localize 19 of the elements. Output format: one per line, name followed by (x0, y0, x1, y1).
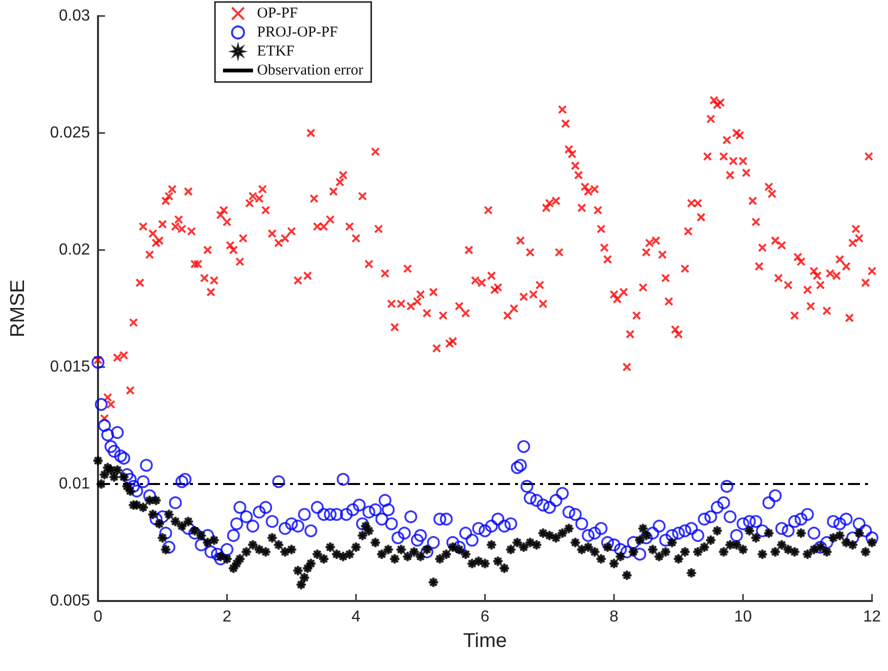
x-tick-label: 0 (94, 608, 103, 626)
x-tick-label: 8 (610, 608, 619, 626)
y-tick-label: 0.03 (58, 8, 90, 24)
legend-label: ETKF (257, 44, 294, 60)
y-tick-label: 0.005 (50, 592, 90, 610)
legend-label: PROJ-OP-PF (257, 24, 338, 40)
legend-label: OP-PF (257, 6, 298, 22)
y-axis-title: RMSE (7, 280, 29, 338)
y-tick-label: 0.015 (50, 358, 90, 376)
legend-label: Observation error (257, 62, 364, 78)
y-tick-label: 0.02 (58, 242, 90, 258)
x-tick-label: 2 (222, 608, 232, 626)
y-tick-label: 0.01 (58, 476, 90, 492)
x-tick-label: 12 (863, 608, 881, 626)
y-tick-label: 0.025 (50, 124, 90, 142)
x-tick-label: 4 (352, 608, 361, 626)
x-tick-label: 6 (480, 608, 490, 626)
x-tick-label: 10 (734, 608, 752, 626)
x-axis-title: Time (463, 630, 507, 652)
